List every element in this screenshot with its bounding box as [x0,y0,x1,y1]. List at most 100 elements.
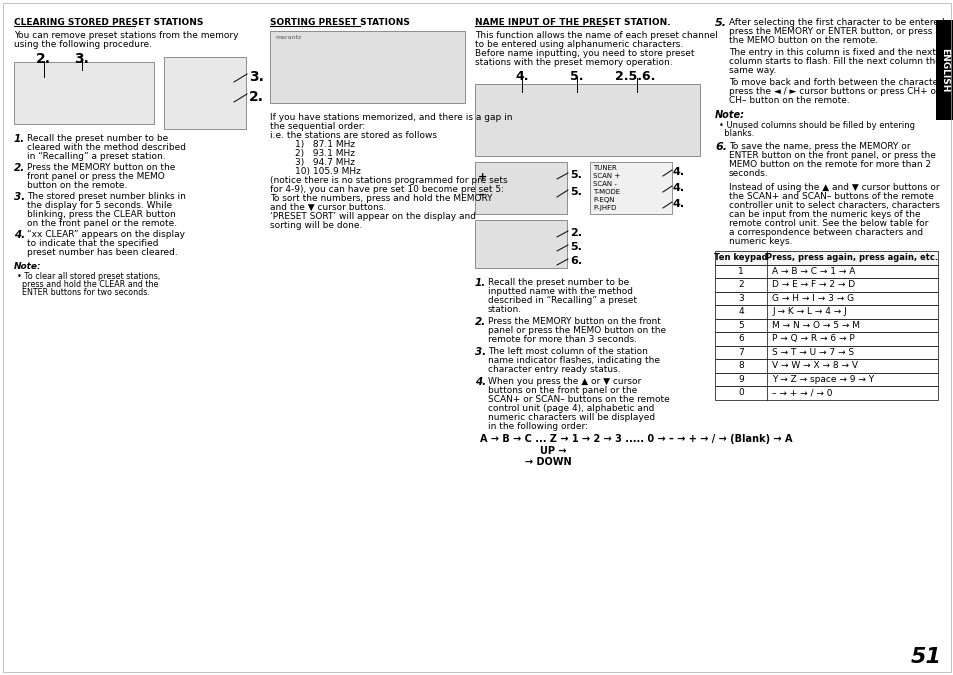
Text: 1.: 1. [475,278,486,288]
Text: (notice there is no stations programmed for pre sets: (notice there is no stations programmed … [270,176,507,185]
Bar [475,220,566,268]
Text: CLEARING STORED PRESET STATIONS: CLEARING STORED PRESET STATIONS [14,18,203,27]
Text: the MEMO button on the remote.: the MEMO button on the remote. [728,36,878,45]
Text: 2.: 2. [14,163,25,173]
Text: 9: 9 [738,375,743,384]
Text: i.e. the stations are stored as follows: i.e. the stations are stored as follows [270,131,436,140]
Bar [14,62,153,124]
Text: on the front panel or the remote.: on the front panel or the remote. [27,219,177,228]
Text: CH– button on the remote.: CH– button on the remote. [728,96,849,105]
Text: 6.: 6. [569,256,581,266]
Text: 51: 51 [909,647,941,667]
Text: P → Q → R → 6 → P: P → Q → R → 6 → P [771,334,854,344]
Bar [714,332,937,346]
Text: button on the remote.: button on the remote. [27,181,128,190]
Text: sorting will be done.: sorting will be done. [270,221,362,230]
Text: 4.: 4. [672,183,684,193]
Text: – → + → / → 0: – → + → / → 0 [771,388,832,398]
Text: 1)   87.1 MHz: 1) 87.1 MHz [294,140,355,149]
Bar [935,20,953,120]
Text: Instead of using the ▲ and ▼ cursor buttons or: Instead of using the ▲ and ▼ cursor butt… [728,183,939,192]
Text: ENTER buttons for two seconds.: ENTER buttons for two seconds. [17,288,150,297]
Text: 6: 6 [738,334,743,344]
Text: the SCAN+ and SCAN– buttons of the remote: the SCAN+ and SCAN– buttons of the remot… [728,192,933,201]
Text: seconds.: seconds. [728,169,768,178]
Text: 3.: 3. [14,192,25,202]
Text: character entry ready status.: character entry ready status. [488,365,620,374]
Text: 2.5.6.: 2.5.6. [615,70,655,83]
Text: “xx CLEAR” appears on the display: “xx CLEAR” appears on the display [27,230,185,239]
Text: 8: 8 [738,361,743,371]
Text: preset number has been cleared.: preset number has been cleared. [27,248,177,257]
Text: Press, press again, press again, etc.: Press, press again, press again, etc. [765,253,938,263]
Text: in “Recalling” a preset station.: in “Recalling” a preset station. [27,152,166,161]
Text: numeric characters will be displayed: numeric characters will be displayed [488,413,655,422]
Text: in the following order:: in the following order: [488,422,587,431]
Text: 3)   94.7 MHz: 3) 94.7 MHz [294,158,355,167]
Text: Press the MEMORY button on the: Press the MEMORY button on the [27,163,175,172]
Bar [714,278,937,292]
Text: 4.: 4. [672,167,684,177]
Text: blinking, press the CLEAR button: blinking, press the CLEAR button [27,210,175,219]
Text: column starts to flash. Fill the next column the: column starts to flash. Fill the next co… [728,57,940,66]
Text: After selecting the first character to be entered,: After selecting the first character to b… [728,18,946,27]
Text: panel or press the MEMO button on the: panel or press the MEMO button on the [488,326,665,335]
Text: 5.: 5. [569,242,581,252]
Text: 3.: 3. [249,70,264,84]
Text: To save the name, press the MEMORY or: To save the name, press the MEMORY or [728,142,909,151]
Text: Note:: Note: [714,110,744,120]
Text: The stored preset number blinks in: The stored preset number blinks in [27,192,186,201]
Text: UP →: UP → [539,446,566,456]
Text: the display for 5 seconds. While: the display for 5 seconds. While [27,201,172,210]
Text: 2.: 2. [569,228,581,238]
Text: Before name inputting, you need to store preset: Before name inputting, you need to store… [475,49,694,58]
Text: press the ◄ / ► cursor buttons or press CH+ or: press the ◄ / ► cursor buttons or press … [728,87,939,96]
Text: 1: 1 [738,267,743,276]
Text: ENGLISH: ENGLISH [940,48,948,92]
Text: You can remove preset stations from the memory: You can remove preset stations from the … [14,31,238,40]
Text: stations with the preset memory operation.: stations with the preset memory operatio… [475,58,672,67]
Text: 10) 105.9 MHz: 10) 105.9 MHz [294,167,360,176]
Text: Y → Z → space → 9 → Y: Y → Z → space → 9 → Y [771,375,873,384]
Text: station.: station. [488,305,521,314]
Text: SCAN -: SCAN - [593,181,617,187]
Text: S → T → U → 7 → S: S → T → U → 7 → S [771,348,853,357]
Text: using the following procedure.: using the following procedure. [14,40,152,49]
Text: the sequential order:: the sequential order: [270,122,365,131]
Text: G → H → I → 3 → G: G → H → I → 3 → G [771,294,853,303]
Bar [714,251,937,265]
Text: remote for more than 3 seconds.: remote for more than 3 seconds. [488,335,637,344]
Text: Ten keypad: Ten keypad [714,253,767,263]
Text: –: – [477,190,483,200]
Text: 2.: 2. [249,90,264,104]
Text: 6.: 6. [714,142,726,152]
Text: name indicator flashes, indicating the: name indicator flashes, indicating the [488,356,659,365]
Text: marantz: marantz [274,35,301,40]
Text: 4.: 4. [14,230,25,240]
Text: 2)   93.1 MHz: 2) 93.1 MHz [294,149,355,158]
Text: for 4-9), you can have pre set 10 become pre set 5:: for 4-9), you can have pre set 10 become… [270,185,503,194]
Text: MEMO button on the remote for more than 2: MEMO button on the remote for more than … [728,160,930,169]
Text: A → B → C → 1 → A: A → B → C → 1 → A [771,267,855,276]
Text: The left most column of the station: The left most column of the station [488,347,647,356]
Text: To move back and forth between the characters,: To move back and forth between the chara… [728,78,948,87]
Bar [475,84,700,156]
Text: When you press the ▲ or ▼ cursor: When you press the ▲ or ▼ cursor [488,377,640,386]
Text: 4.: 4. [515,70,528,83]
Text: can be input from the numeric keys of the: can be input from the numeric keys of th… [728,210,920,219]
Text: 2.: 2. [475,317,486,327]
Bar [714,292,937,305]
Text: V → W → X → 8 → V: V → W → X → 8 → V [771,361,857,371]
Text: The entry in this column is fixed and the next: The entry in this column is fixed and th… [728,48,935,57]
Bar [589,162,671,214]
Text: 3.: 3. [475,347,486,357]
Text: 1.: 1. [14,134,25,144]
Bar [714,359,937,373]
Text: 5.: 5. [569,187,581,197]
Text: control unit (page 4), alphabetic and: control unit (page 4), alphabetic and [488,404,654,413]
Bar [714,346,937,359]
Text: 3: 3 [738,294,743,303]
Text: Note:: Note: [14,262,42,271]
Text: numeric keys.: numeric keys. [728,237,792,246]
Text: This function allows the name of each preset channel: This function allows the name of each pr… [475,31,717,40]
